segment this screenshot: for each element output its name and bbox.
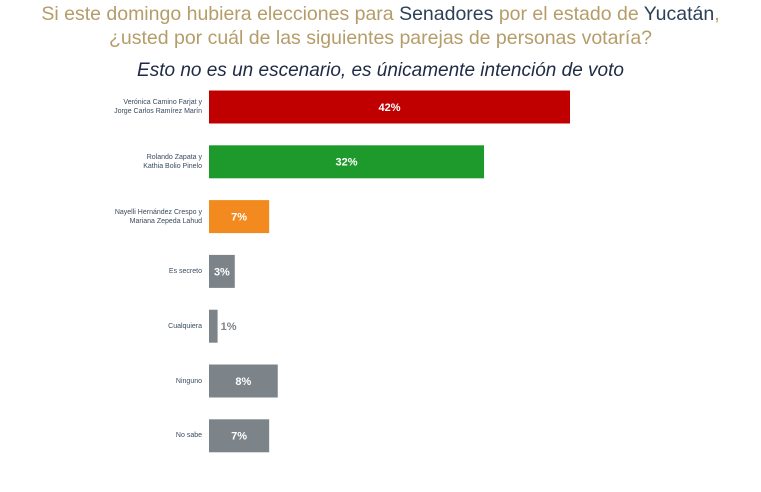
value-label: 7%	[231, 212, 247, 224]
category-label: Ninguno	[175, 377, 202, 385]
bar	[209, 200, 270, 234]
value-label: 3%	[214, 266, 230, 278]
bar	[209, 145, 485, 179]
bar	[209, 254, 235, 288]
category-label: Cualquiera	[168, 322, 202, 330]
bar	[209, 364, 278, 398]
title-part: Si este domingo hubiera elecciones para	[41, 3, 400, 25]
value-label: 1%	[221, 321, 237, 333]
category-label: No sabe	[175, 432, 202, 440]
value-label: 7%	[231, 431, 247, 443]
value-label: 32%	[336, 157, 358, 169]
title-part: ¿usted por cuál de las siguientes pareja…	[108, 27, 653, 49]
category-label: Es secreto	[168, 267, 202, 275]
bar	[209, 419, 270, 453]
value-label: 8%	[235, 376, 251, 388]
bar	[209, 90, 570, 124]
title-part: por el estado de	[493, 3, 644, 25]
value-label: 42%	[378, 102, 400, 114]
chart-title: Si este domingo hubiera elecciones para …	[0, 2, 761, 50]
title-part: ,	[714, 3, 720, 25]
bar	[209, 309, 218, 343]
category-label: Nayelli Hernández Crespo y Mariana Zeped…	[114, 208, 202, 225]
title-part: Yucatán	[643, 3, 715, 25]
category-label: Verónica Camino Farjat y Jorge Carlos Ra…	[114, 99, 202, 115]
title-part: Senadores	[399, 3, 494, 25]
category-label: Rolando Zapata y Kathia Bolio Pinelo	[143, 153, 202, 170]
chart-subtitle: Esto no es un escenario, es únicamente i…	[137, 60, 624, 81]
